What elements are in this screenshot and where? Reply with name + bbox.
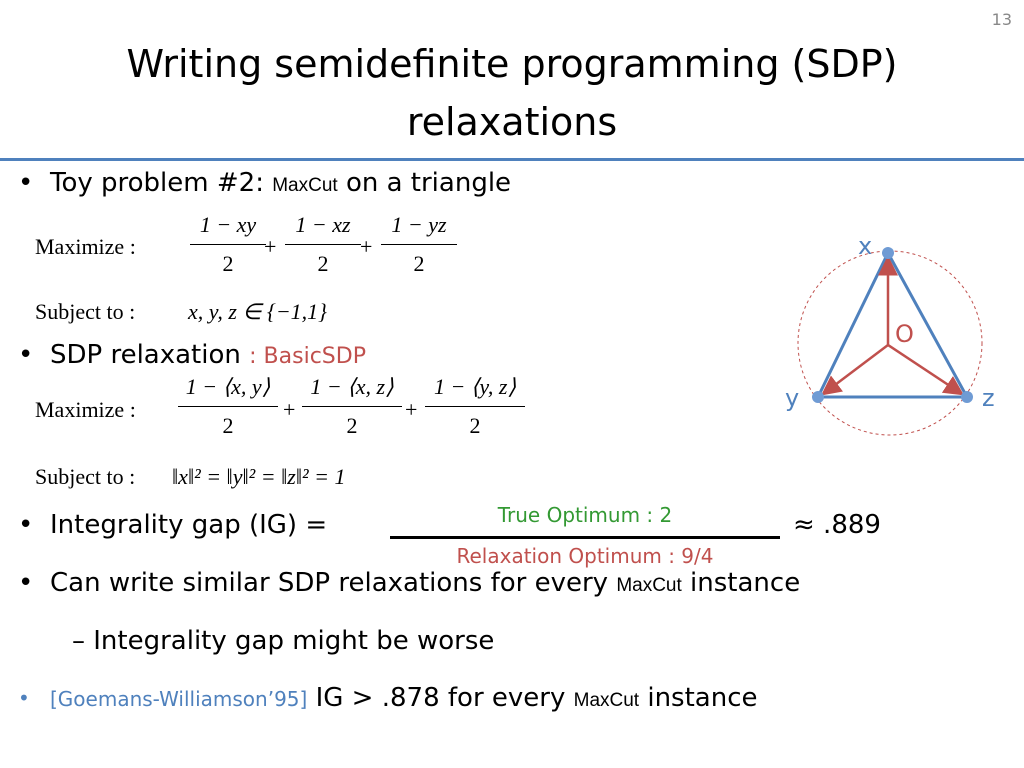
fraction: 1 − xz 2 <box>285 212 361 277</box>
operator: + <box>264 234 277 259</box>
vertex <box>961 391 973 403</box>
vector <box>821 344 889 396</box>
bullet-dot: • <box>18 686 30 710</box>
bullet: Can write similar SDP relaxations for ev… <box>50 568 800 598</box>
fraction: 1 − ⟨x, z⟩ 2 <box>302 374 402 439</box>
marker: – <box>72 626 85 656</box>
text: SDP relaxation <box>50 340 241 370</box>
denominator: 2 <box>469 413 481 438</box>
sub-bullet: – Integrality gap might be worse <box>72 626 494 656</box>
constraint: x, y, z ∈ {−1,1} <box>188 299 327 324</box>
text: on a triangle <box>337 168 512 198</box>
denominator: 2 <box>413 251 425 276</box>
text: instance <box>639 683 758 713</box>
title-line: relaxations <box>406 100 618 144</box>
denominator: 2 <box>346 413 358 438</box>
citation: [Goemans-Williamson’95] <box>50 687 308 711</box>
formula-label: Maximize : <box>35 234 136 259</box>
fraction: 1 − ⟨x, y⟩ 2 <box>178 374 278 439</box>
formula-label: Maximize : <box>35 397 136 422</box>
term: MaxCut <box>616 575 682 596</box>
note: : BasicSDP <box>249 344 366 369</box>
bullet: [Goemans-Williamson’95] IG > .878 for ev… <box>50 683 758 713</box>
numerator: 1 − ⟨x, y⟩ <box>178 374 278 407</box>
vector <box>887 343 965 396</box>
slide-number: 13 <box>991 10 1012 29</box>
text: Toy problem #2: <box>50 168 273 198</box>
bullet-dot: • <box>18 568 34 598</box>
term: MaxCut <box>573 690 640 711</box>
text: IG > .878 for every <box>307 683 574 713</box>
bullet: SDP relaxation : BasicSDP <box>50 340 366 370</box>
formula-label: Subject to : <box>35 299 136 324</box>
triangle-diagram: x O y z <box>785 232 995 436</box>
operator: + <box>360 234 373 259</box>
text: Integrality gap might be worse <box>93 626 495 656</box>
formula-label: Subject to : <box>35 464 136 489</box>
title-rule <box>0 158 1024 161</box>
title-line: Writing semidefinite programming (SDP) <box>126 42 898 86</box>
vertex-label: z <box>982 384 995 412</box>
fraction-denominator: Relaxation Optimum : 9/4 <box>456 544 714 568</box>
numerator: 1 − ⟨x, z⟩ <box>302 374 402 407</box>
fraction-numerator: True Optimum : 2 <box>497 503 673 527</box>
vertex-label: x <box>858 232 872 260</box>
fraction: 1 − ⟨y, z⟩ 2 <box>425 374 525 439</box>
unit-circle <box>797 250 983 436</box>
fraction: 1 − yz 2 <box>381 212 457 277</box>
bullet: Integrality gap (IG) = <box>50 510 328 540</box>
fraction-bar <box>390 536 780 539</box>
term: MaxCut <box>272 175 338 196</box>
text: Can write similar SDP relaxations for ev… <box>50 568 617 598</box>
vertex-label: y <box>785 384 799 412</box>
fraction: 1 − xy 2 <box>190 212 266 277</box>
numerator: 1 − yz <box>381 212 457 245</box>
numerator: 1 − xz <box>285 212 361 245</box>
denominator: 2 <box>222 413 234 438</box>
operator: + <box>405 397 418 422</box>
numerator: 1 − xy <box>190 212 266 245</box>
triangle <box>815 249 970 399</box>
result: ≈ .889 <box>793 510 881 540</box>
bullet: Toy problem #2: MaxCut on a triangle <box>50 168 511 198</box>
constraint: ‖x‖² = ‖y‖² = ‖z‖² = 1 <box>172 464 346 489</box>
vertex <box>812 391 824 403</box>
bullet-dot: • <box>18 168 34 198</box>
vertex <box>882 247 894 259</box>
origin-label: O <box>895 320 914 348</box>
text: instance <box>681 568 801 598</box>
denominator: 2 <box>317 251 329 276</box>
bullet-dot: • <box>18 510 34 540</box>
bullet-dot: • <box>18 340 34 370</box>
numerator: 1 − ⟨y, z⟩ <box>425 374 525 407</box>
denominator: 2 <box>222 251 234 276</box>
operator: + <box>283 397 296 422</box>
